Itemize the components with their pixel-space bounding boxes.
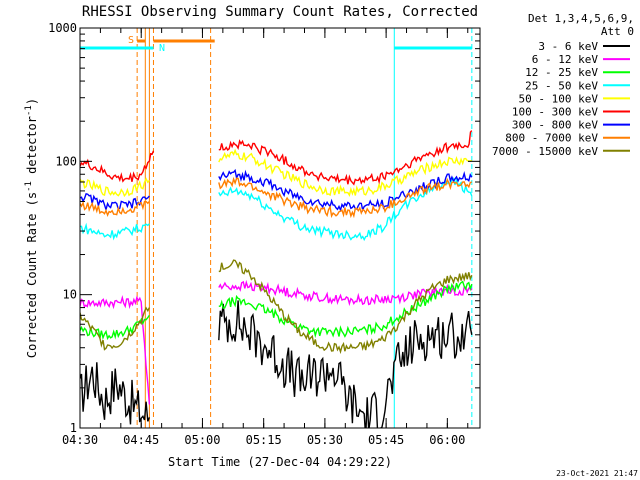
series-800-7000-kev-trace xyxy=(218,176,473,219)
series-100-300-kev-trace xyxy=(80,150,155,183)
y-axis-label-end: ) xyxy=(25,98,39,105)
series-300-800-kev-trace xyxy=(218,168,473,213)
y-axis-label-sup2: -1 xyxy=(24,105,34,116)
night-flag-label: N xyxy=(159,43,165,54)
series-3-6-kev-trace xyxy=(218,300,473,428)
legend-label-800-7000-kev: 800 - 7000 keV xyxy=(505,132,598,145)
y-axis-label-mid: detector xyxy=(25,116,39,181)
x-tick-label: 04:30 xyxy=(62,433,98,447)
x-tick-label: 05:00 xyxy=(184,433,220,447)
legend-header-attenuator: Att 0 xyxy=(601,25,634,38)
series-6-12-kev-trace xyxy=(218,279,473,307)
series-100-300-kev-trace xyxy=(218,130,473,186)
y-tick-label: 1 xyxy=(70,421,77,435)
series-50-100-kev-trace xyxy=(80,177,150,198)
legend-header-detectors: Det 1,3,4,5,6,9, xyxy=(528,12,634,25)
series-12-25-kev-trace xyxy=(80,314,150,341)
axes: 1 10 100 1000 04:30 04:45 05:00 05:15 05:30 05:45… xyxy=(48,21,481,447)
legend-label-7000-15000-kev: 7000 - 15000 keV xyxy=(492,145,598,158)
x-tick-label: 05:30 xyxy=(307,433,343,447)
legend-label-6-12-kev: 6 - 12 keV xyxy=(532,53,599,66)
generation-timestamp: 23-Oct-2021 21:47 xyxy=(556,469,638,478)
y-axis-label: Corrected Count Rate (s-1 detector-1) xyxy=(24,98,39,358)
y-axis-label-sup1: -1 xyxy=(24,181,34,192)
saa-flag-label: S xyxy=(128,35,134,46)
legend-label-300-800-kev: 300 - 800 keV xyxy=(512,119,598,132)
series-7000-15000-kev-trace xyxy=(218,259,473,355)
x-tick-label: 05:45 xyxy=(368,433,404,447)
legend-label-50-100-kev: 50 - 100 keV xyxy=(519,92,599,105)
plot-frame xyxy=(79,27,481,429)
series-50-100-kev-trace xyxy=(218,148,473,198)
legend-label-100-300-kev: 100 - 300 keV xyxy=(512,106,598,119)
x-axis-label: Start Time (27-Dec-04 04:29:22) xyxy=(168,455,392,469)
series-lines xyxy=(80,130,473,428)
series-7000-15000-kev-trace xyxy=(80,306,151,351)
legend-label-3-6-kev: 3 - 6 keV xyxy=(538,40,598,53)
series-12-25-kev-trace xyxy=(218,280,473,339)
series-6-12-kev-trace xyxy=(80,295,151,405)
x-tick-label: 06:00 xyxy=(429,433,465,447)
x-tick-label: 04:45 xyxy=(123,433,159,447)
y-axis-label-main: Corrected Count Rate (s xyxy=(25,192,39,358)
series-800-7000-kev-trace xyxy=(80,200,150,218)
orbit-flag-bars xyxy=(80,39,472,50)
y-tick-label: 10 xyxy=(63,288,77,302)
legend-label-12-25-kev: 12 - 25 keV xyxy=(525,66,598,79)
series-25-50-kev-trace xyxy=(218,176,473,242)
series-3-6-kev-trace xyxy=(80,362,151,425)
chart-title: RHESSI Observing Summary Count Rates, Co… xyxy=(82,4,478,20)
y-tick-label: 1000 xyxy=(48,21,77,35)
series-25-50-kev-trace xyxy=(80,222,150,241)
legend-label-25-50-kev: 25 - 50 keV xyxy=(525,79,598,92)
x-tick-label: 05:15 xyxy=(246,433,282,447)
y-tick-label: 100 xyxy=(55,154,77,168)
